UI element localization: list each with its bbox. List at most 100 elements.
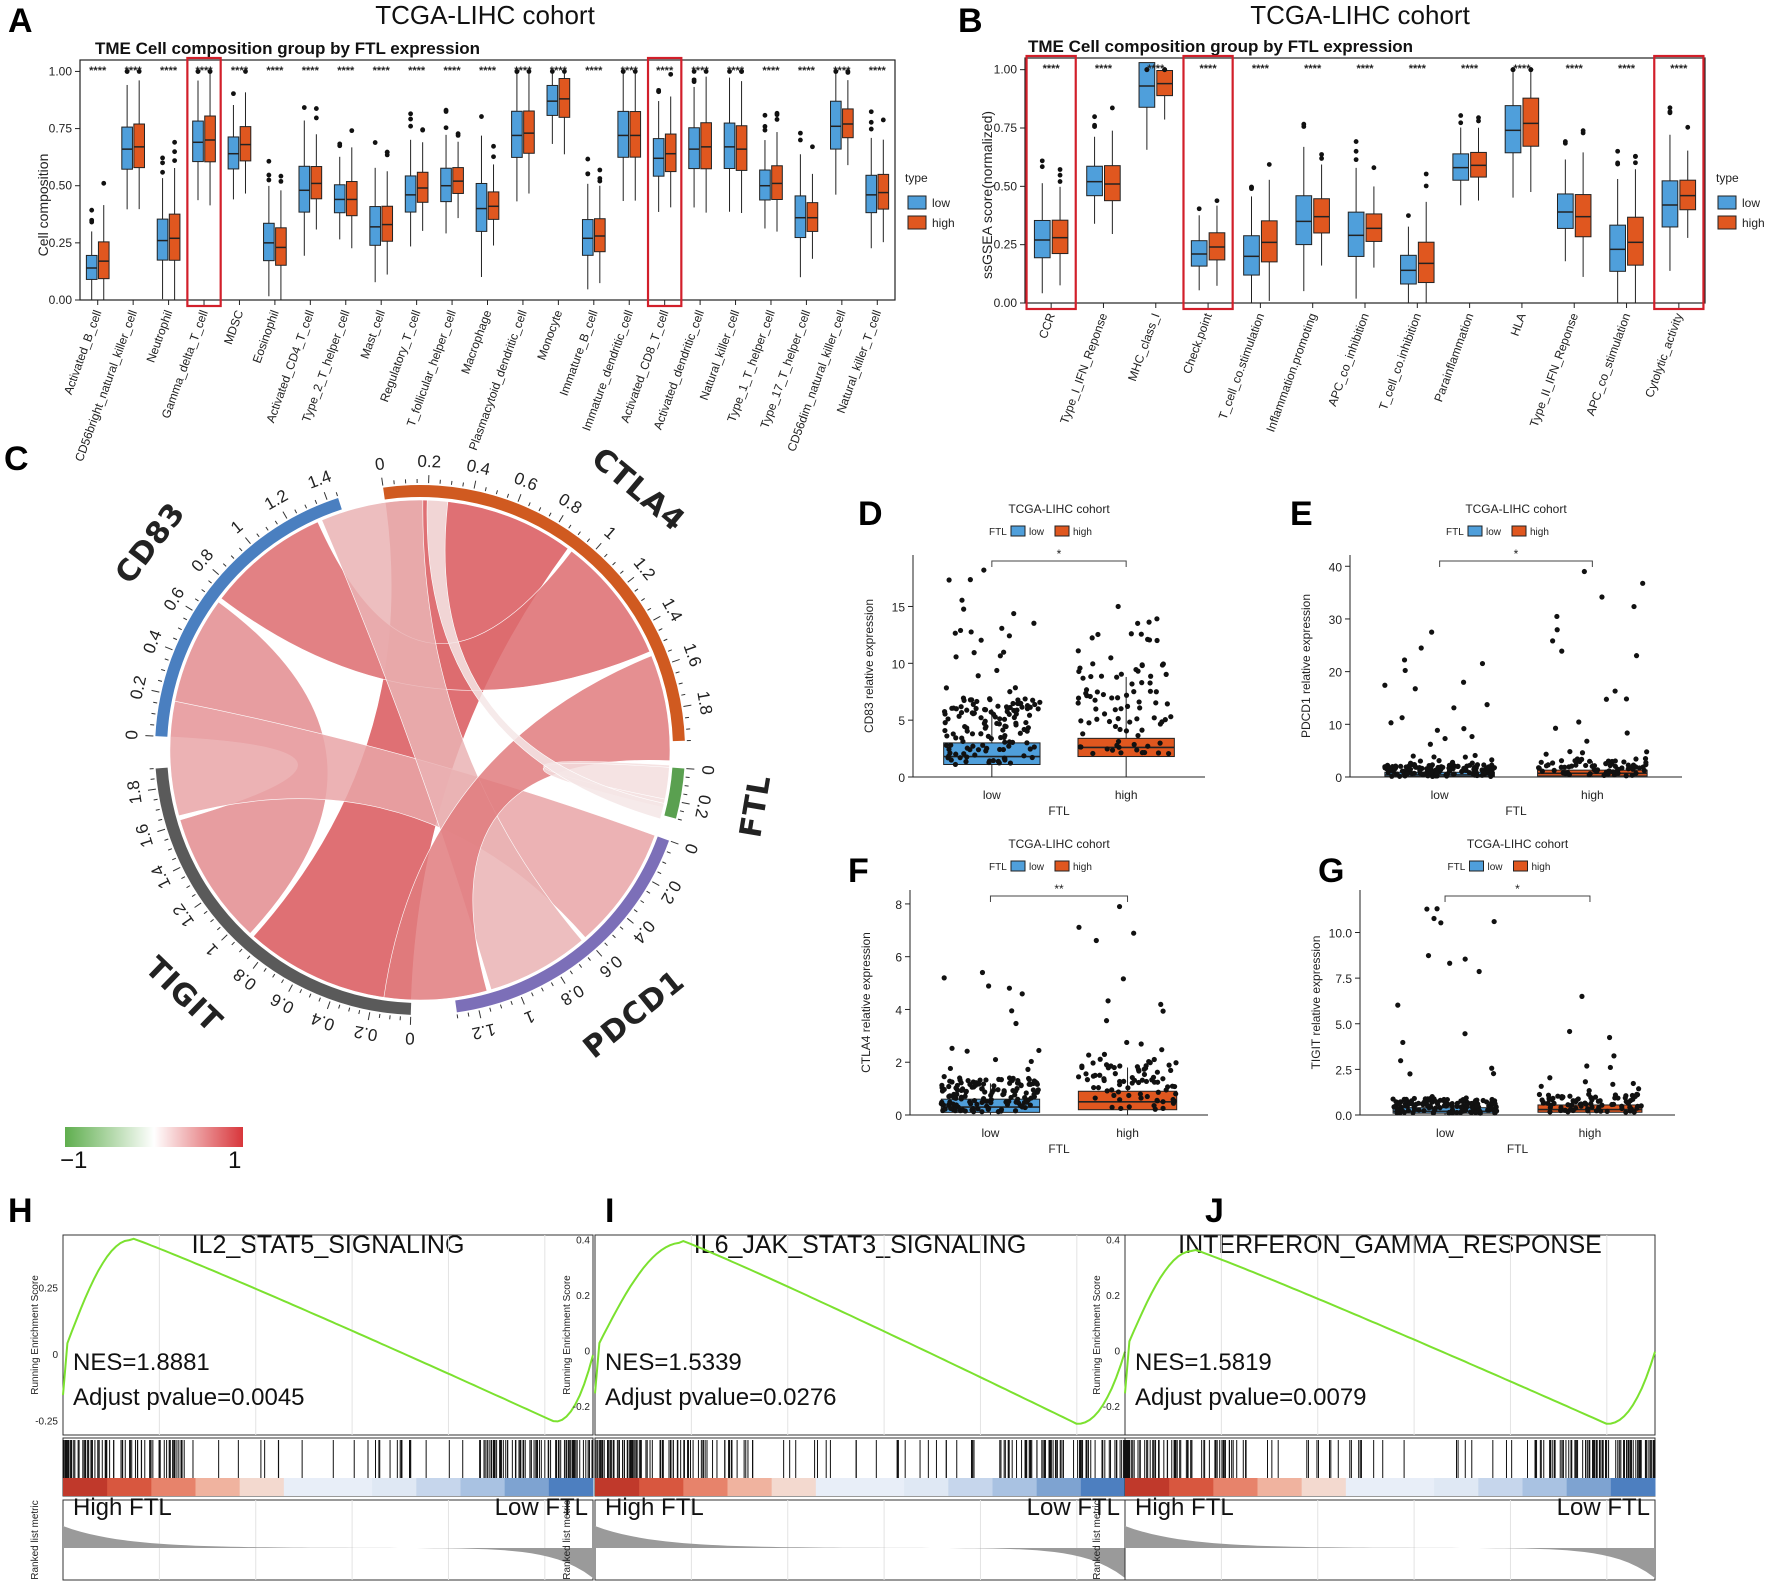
y-axis-label-top: Running Enrichment Score <box>30 1275 41 1395</box>
data-point <box>1538 759 1544 765</box>
panel-b-cohort-title: TCGA-LIHC cohort <box>1250 0 1470 30</box>
sector-label-ftl: FTL <box>733 772 778 840</box>
data-point <box>1536 765 1542 771</box>
sector-tick <box>499 1004 503 1009</box>
rank-heat-segment <box>1036 1478 1082 1496</box>
outlier-point <box>479 114 484 119</box>
data-point <box>1551 767 1557 773</box>
data-point <box>1027 746 1033 752</box>
data-point <box>1567 748 1573 755</box>
data-point <box>1462 1031 1468 1037</box>
panel-b-subtitle: TME Cell composition group by FTL expres… <box>1028 37 1413 56</box>
y-tick-label: 0.00 <box>49 293 73 307</box>
outlier-point <box>762 127 768 133</box>
sector-tick-label: 1.2 <box>470 1019 497 1043</box>
significance-label: **** <box>1566 63 1584 75</box>
significance-label: **** <box>621 65 639 77</box>
data-point <box>1134 1064 1140 1070</box>
data-point <box>1126 1104 1132 1110</box>
data-point <box>1611 1053 1617 1059</box>
rank-heat-segment <box>1478 1478 1523 1496</box>
data-point <box>1468 1100 1475 1107</box>
box-body <box>877 173 890 210</box>
data-point <box>957 1075 963 1081</box>
rank-heat-segment <box>504 1478 550 1496</box>
box-body <box>369 206 381 246</box>
sector-tick <box>164 658 169 661</box>
data-point <box>1139 680 1145 686</box>
y-tick-label: 0.75 <box>49 122 73 136</box>
outlier-point <box>880 117 886 123</box>
sector-tick <box>203 910 208 915</box>
data-point <box>1491 918 1497 925</box>
y-tick-label: 0.2 <box>1106 1291 1120 1302</box>
data-point <box>1011 610 1017 617</box>
outlier-point <box>774 110 780 116</box>
rank-heat-segment <box>239 1478 285 1496</box>
data-point <box>952 630 958 636</box>
highlight-box <box>1182 54 1234 311</box>
sector-tick <box>358 1009 361 1015</box>
significance-label: ** <box>1054 882 1064 896</box>
y-axis-label: PDCD1 relative expression <box>1299 594 1313 738</box>
panel-letter-e: E <box>1290 495 1313 533</box>
box-body <box>558 78 571 118</box>
rank-heat-segment <box>107 1478 152 1496</box>
outlier-point <box>1371 165 1377 171</box>
data-point <box>951 1095 957 1101</box>
x-axis-label: FTL <box>1048 1142 1070 1156</box>
data-point <box>940 1102 947 1108</box>
outlier-point <box>1423 183 1429 189</box>
outlier-point <box>266 172 272 178</box>
data-point <box>1101 1051 1108 1057</box>
data-point <box>964 745 970 751</box>
data-point <box>1417 770 1424 776</box>
data-point <box>1080 731 1086 737</box>
panel-letter-i: I <box>605 1192 614 1230</box>
sector-tick <box>569 970 573 975</box>
data-point <box>1619 1105 1625 1112</box>
x-tick-label: high <box>1581 788 1604 802</box>
sector-tick <box>528 502 531 507</box>
outlier-point <box>1667 109 1673 115</box>
data-point <box>1538 1083 1544 1089</box>
sector-tick-label: 1.4 <box>305 467 334 493</box>
sector-tick <box>164 646 173 651</box>
sector-tick <box>299 989 303 994</box>
data-point <box>1413 1101 1419 1107</box>
x-tick-label: Type_I_IFN_Reponse <box>1057 311 1110 426</box>
data-point <box>1486 764 1492 770</box>
significance-label: **** <box>1304 63 1322 75</box>
x-tick-label: Immature_B_cell <box>557 308 601 397</box>
data-point <box>1387 765 1394 771</box>
significance-label: **** <box>585 65 603 77</box>
x-tick-label: Mast_cell <box>358 308 388 360</box>
data-point <box>1484 702 1490 708</box>
data-point <box>1138 631 1144 637</box>
sector-tick <box>221 934 228 941</box>
x-tick-label: Macrophage <box>458 308 494 376</box>
data-point <box>943 685 949 691</box>
data-point <box>953 1085 959 1091</box>
box-body <box>204 115 216 163</box>
sector-tick <box>378 1013 381 1019</box>
data-point <box>958 709 965 716</box>
data-point <box>942 720 948 726</box>
data-point <box>1147 680 1153 686</box>
box-body <box>310 166 323 200</box>
outlier-point <box>1458 113 1464 118</box>
data-point <box>1165 750 1172 757</box>
x-tick-label: MHC_class_I <box>1125 311 1163 383</box>
data-point <box>1476 968 1482 975</box>
outlier-point <box>561 69 567 74</box>
sector-tick <box>348 1007 351 1012</box>
data-point <box>1642 755 1649 762</box>
outlier-point <box>1353 157 1359 163</box>
panel-j-chart: INTERFERON_GAMMA_RESPONSE100002000030000… <box>1092 1231 1656 1581</box>
enrichment-curve <box>1124 1248 1656 1425</box>
data-point <box>1093 706 1099 712</box>
sector-tick <box>183 617 188 621</box>
sector-tick <box>520 996 525 1005</box>
data-point <box>1153 689 1159 695</box>
